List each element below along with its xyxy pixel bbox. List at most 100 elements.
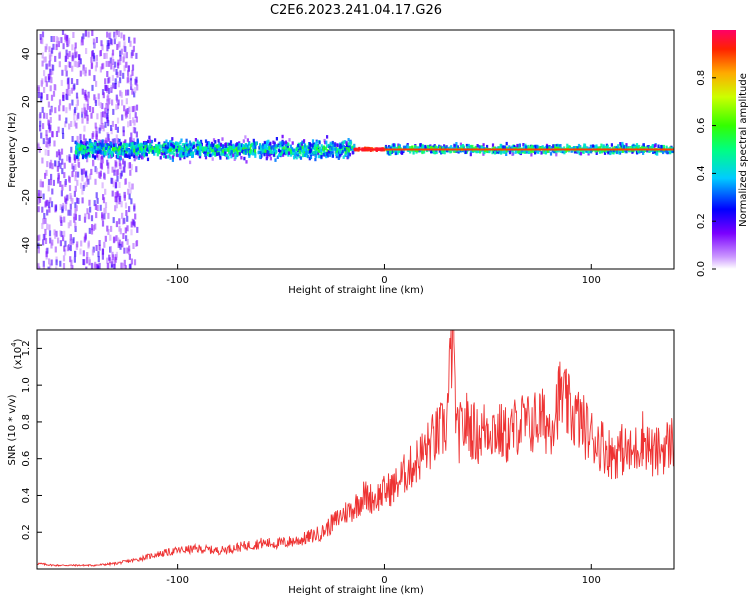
spectrogram-cell (37, 247, 40, 254)
spectrogram-cell (315, 147, 319, 151)
spectrogram-cell (648, 149, 651, 153)
spectrogram-cell (269, 153, 272, 157)
spectrogram-cell (136, 140, 139, 144)
spectrogram-cell (125, 108, 128, 115)
spectrogram-cell (91, 107, 95, 114)
spectrogram-cell (111, 151, 114, 155)
spectrogram-cell (41, 78, 44, 85)
spectrogram-cell (341, 142, 344, 147)
spectrogram-cell (482, 149, 485, 154)
spectrogram-cell (114, 78, 117, 85)
spectrogram-cell (308, 149, 312, 153)
spectrogram-cell (95, 154, 99, 158)
spectrogram-cell (75, 122, 78, 129)
spectrogram-cell (303, 150, 306, 154)
spectrogram-cell (491, 143, 495, 147)
y-tick-label: 40 (21, 48, 32, 61)
spectrogram-cell (115, 235, 118, 242)
spectrogram-cell (104, 84, 107, 91)
spectrogram-cell (87, 240, 90, 247)
spectrogram-cell (62, 263, 66, 269)
spectrogram-cell (171, 155, 175, 159)
spectrogram-cell (132, 150, 135, 157)
spectrogram-cell (298, 150, 301, 154)
spectrogram-cell (130, 132, 133, 139)
spectrogram-cell (76, 79, 79, 85)
spectrogram-cell (110, 63, 113, 70)
spectrogram-cell (122, 166, 125, 173)
spectrogram-cell (610, 143, 613, 147)
spectrogram-cell (37, 189, 41, 196)
spectrogram-cell (95, 37, 98, 43)
spectrogram-cell (119, 77, 122, 84)
spectrogram-cell (625, 143, 628, 147)
spectrogram-cell (187, 150, 190, 154)
spectrogram-cell (265, 152, 269, 156)
spectrogram-cell (584, 145, 587, 150)
spectrogram-cell (131, 106, 134, 113)
spectrogram-cell (322, 147, 325, 152)
spectrogram-cell (82, 168, 86, 175)
spectrogram-cell (74, 222, 77, 229)
spectrogram-cell (124, 46, 127, 53)
spectrogram-cell (250, 144, 253, 148)
spectrogram-cell (198, 141, 201, 145)
spectrogram-cell (89, 206, 92, 213)
spectrogram-cell (66, 245, 69, 252)
spectrogram-cell (45, 134, 48, 141)
spectrogram-cell (126, 154, 129, 158)
spectrogram-cell (148, 146, 151, 150)
spectrogram-cell (108, 39, 111, 46)
figure-title: C2E6.2023.241.04.17.G26 (270, 3, 442, 18)
spectrogram-cell (527, 150, 530, 154)
spectrogram-cell (388, 145, 391, 149)
spectrogram-cell (99, 204, 102, 211)
spectrogram-cell (262, 143, 265, 147)
spectrogram-cell (72, 32, 75, 38)
spectrogram-cell (263, 144, 266, 148)
spectrogram-cell (128, 113, 131, 120)
spectrogram-cell (79, 248, 82, 255)
spectrogram-cell (194, 138, 197, 142)
spectrogram-cell (259, 147, 262, 152)
spectrogram-cell (638, 150, 641, 154)
spectrogram-cell (167, 145, 170, 149)
spectrogram-cell (433, 148, 436, 153)
spectrogram-cell (106, 108, 109, 115)
spectrogram-cell (301, 149, 304, 154)
spectrogram-cell (166, 155, 170, 159)
spectrogram-cell (75, 146, 78, 151)
spectrogram-cell (101, 151, 104, 155)
spectrogram-cell (89, 139, 92, 144)
spectrogram-cell (90, 147, 93, 152)
spectrogram-cell (151, 146, 154, 150)
spectrogram-cell (109, 151, 112, 155)
spectrogram-cell (125, 147, 129, 152)
spectrogram-cell (170, 139, 173, 144)
spectrogram-cell (71, 65, 74, 72)
spectrogram-cell (240, 156, 243, 160)
spectrogram-cell (127, 149, 130, 153)
spectrogram-cell (444, 146, 447, 151)
spectrogram-cell (109, 31, 112, 38)
spectrogram-cell (275, 137, 278, 141)
spectrogram-cell (244, 151, 247, 155)
spectrogram-cell (622, 145, 626, 149)
spectrogram-cell (78, 61, 81, 68)
colorbar-tick-label: 0.0 (696, 261, 707, 277)
spectrogram-cell (132, 117, 135, 124)
spectrogram-cell (85, 48, 88, 54)
spectrogram-cell (210, 143, 213, 148)
spectrogram-cell (119, 156, 122, 161)
spectrogram-cell (59, 151, 62, 158)
spectrogram-cell (42, 193, 45, 200)
spectrogram-cell (563, 150, 566, 155)
spectrogram-cell (62, 132, 65, 139)
spectrogram-cell (210, 149, 213, 153)
spectrogram-cell (220, 148, 223, 152)
spectrogram-cell (651, 144, 654, 148)
spectrogram-cell (56, 165, 59, 172)
spectrogram-cell (104, 146, 108, 151)
x-tick-label: 100 (582, 575, 601, 586)
spectrogram-cell (317, 149, 321, 153)
